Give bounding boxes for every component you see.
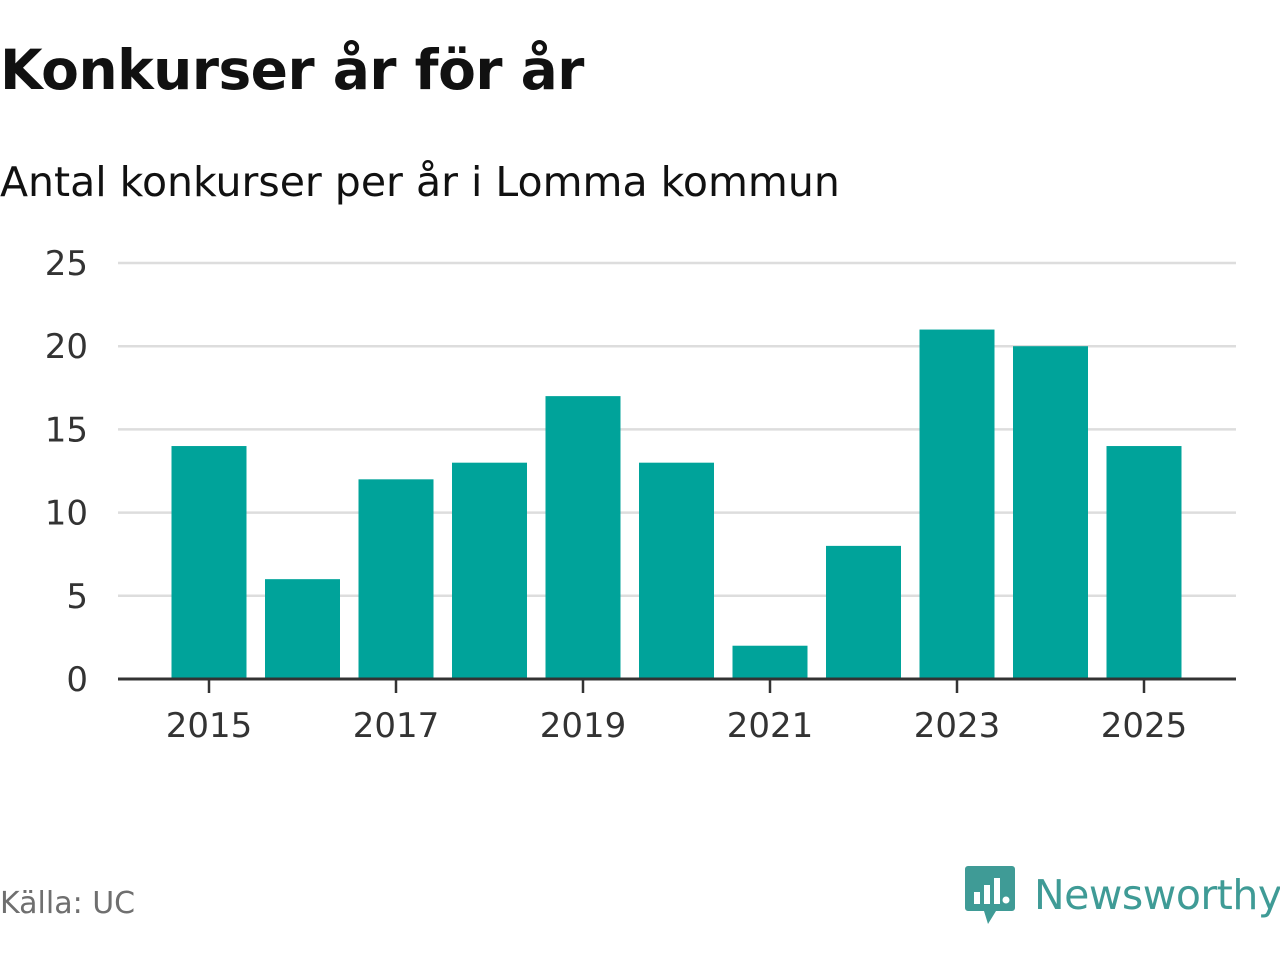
- bar-2020: [639, 462, 714, 679]
- source-note: Källa: UC: [0, 886, 136, 921]
- bar-2025: [1106, 446, 1182, 679]
- bar-2022: [826, 545, 901, 679]
- brand-logo: Newsworthy: [964, 864, 1280, 926]
- y-tick-label-15: 15: [45, 410, 88, 450]
- x-tick-label-2015: 2015: [166, 706, 253, 746]
- bar-2015: [171, 446, 247, 679]
- x-tick-label-2017: 2017: [353, 706, 440, 746]
- brand-name: Newsworthy: [1034, 871, 1280, 919]
- y-tick-label-10: 10: [45, 494, 88, 534]
- chart-subtitle: Antal konkurser per år i Lomma kommun: [0, 158, 840, 206]
- x-tick-label-2019: 2019: [540, 706, 627, 746]
- bar-2024: [1013, 346, 1088, 679]
- bar-2023: [919, 329, 995, 679]
- bars: [171, 329, 1182, 679]
- y-tick-label-0: 0: [66, 660, 88, 700]
- y-axis: 0 5 10 15 20 25: [45, 244, 88, 700]
- bar-2019: [545, 396, 621, 679]
- x-tick-label-2025: 2025: [1101, 706, 1188, 746]
- x-axis: 2015 2017 2019 2021 2023 2025: [118, 677, 1236, 746]
- bar-2018: [452, 462, 527, 679]
- y-tick-label-20: 20: [45, 327, 88, 367]
- bar-2016: [265, 579, 340, 679]
- x-tick-label-2021: 2021: [727, 706, 814, 746]
- bar-2021: [732, 645, 808, 679]
- bar-2017: [358, 479, 434, 679]
- chart-title: Konkurser år för år: [0, 38, 584, 102]
- y-tick-label-25: 25: [45, 244, 88, 284]
- bar-chart-speech-bubble-icon: [965, 866, 1015, 924]
- y-tick-label-5: 5: [66, 577, 88, 617]
- x-tick-label-2023: 2023: [914, 706, 1001, 746]
